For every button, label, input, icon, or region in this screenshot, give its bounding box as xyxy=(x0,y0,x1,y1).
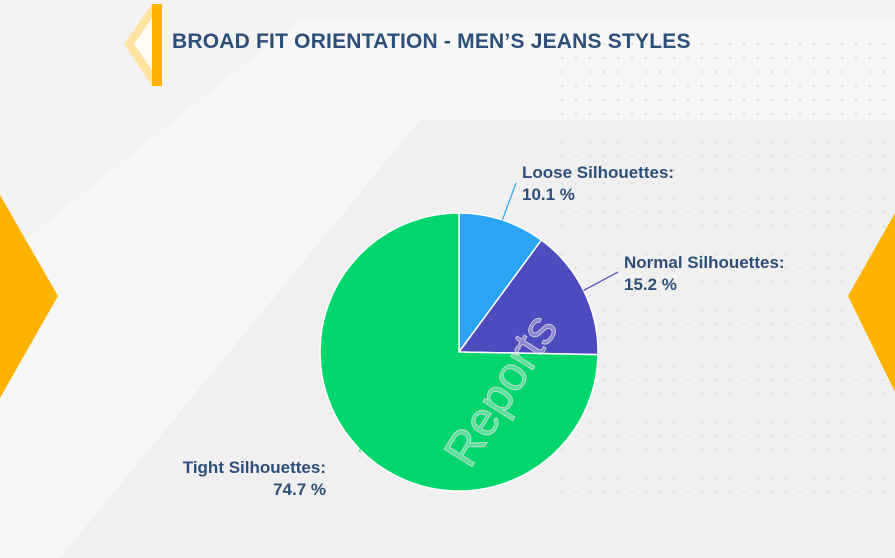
page-title: BROAD FIT ORIENTATION - MEN’S JEANS STYL… xyxy=(172,30,691,53)
slice-value-label: 15.2 % xyxy=(624,275,677,294)
slice-label: Tight Silhouettes: xyxy=(183,458,326,477)
title-icon xyxy=(124,4,162,86)
right-accent-shape xyxy=(848,213,895,392)
pie-slice-tight-silhouettes xyxy=(319,212,599,492)
slice-value-label: 10.1 % xyxy=(522,185,575,204)
pie-slice-loose-silhouettes xyxy=(458,212,543,355)
left-accent-shape xyxy=(0,195,58,398)
leader-line xyxy=(501,182,517,221)
slice-value-label: 74.7 % xyxy=(273,480,326,499)
pie-slice-normal-silhouettes xyxy=(457,239,599,356)
leader-line xyxy=(583,271,619,291)
slice-label: Loose Silhouettes: xyxy=(522,163,674,182)
slice-label: Normal Silhouettes: xyxy=(624,253,785,272)
